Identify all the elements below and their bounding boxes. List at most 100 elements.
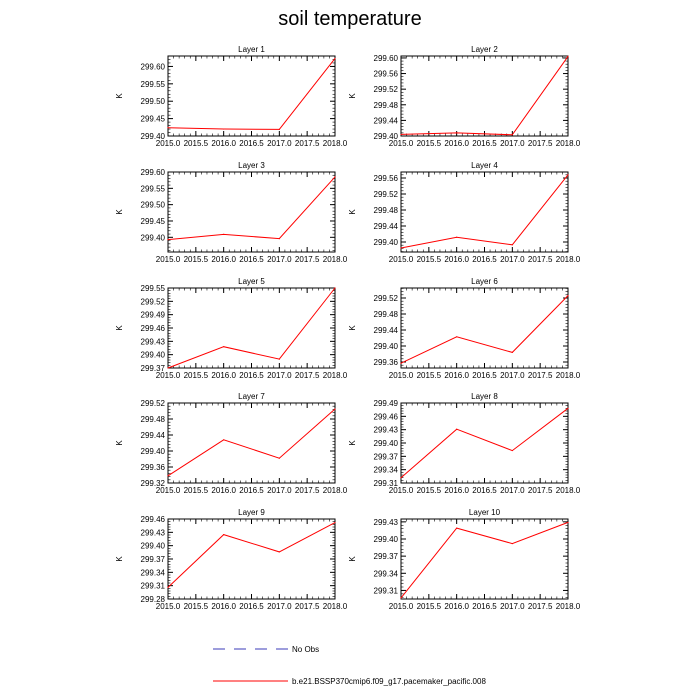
x-tick-label: 2016.5 bbox=[472, 602, 497, 611]
series-line bbox=[400, 56, 569, 136]
legend-model-label: b.e21.BSSP370cmip6.f09_g17.pacemaker_pac… bbox=[292, 677, 486, 686]
y-tick-label: 299.40 bbox=[141, 233, 166, 242]
y-tick-label: 299.37 bbox=[374, 452, 399, 461]
data-point bbox=[278, 128, 280, 130]
x-tick-label: 2016.5 bbox=[239, 486, 264, 495]
x-tick-label: 2015.5 bbox=[184, 255, 209, 264]
y-tick-label: 299.43 bbox=[374, 426, 399, 435]
y-tick-label: 299.56 bbox=[374, 70, 399, 79]
y-tick-label: 299.52 bbox=[374, 190, 399, 199]
x-tick-label: 2016.5 bbox=[472, 486, 497, 495]
x-tick-label: 2016.0 bbox=[444, 255, 469, 264]
y-tick-label: 299.28 bbox=[141, 595, 166, 604]
data-point bbox=[456, 428, 458, 430]
data-point bbox=[567, 407, 569, 409]
y-axis-label: K bbox=[348, 325, 357, 331]
panel-title: Layer 4 bbox=[471, 161, 498, 170]
y-tick-label: 299.31 bbox=[374, 479, 399, 488]
data-point bbox=[223, 439, 225, 441]
x-tick-label: 2015.5 bbox=[184, 371, 209, 380]
y-axis-label: K bbox=[348, 209, 357, 215]
y-tick-label: 299.40 bbox=[141, 447, 166, 456]
x-tick-label: 2015.5 bbox=[184, 486, 209, 495]
x-tick-label: 2018.0 bbox=[556, 602, 581, 611]
y-tick-label: 299.44 bbox=[374, 326, 399, 335]
y-tick-label: 299.46 bbox=[141, 515, 166, 524]
y-tick-label: 299.50 bbox=[141, 201, 166, 210]
y-tick-label: 299.37 bbox=[141, 364, 166, 373]
y-axis-label: K bbox=[348, 440, 357, 446]
data-point bbox=[456, 236, 458, 238]
x-tick-label: 2018.0 bbox=[323, 139, 348, 148]
data-point bbox=[511, 351, 513, 353]
y-tick-label: 299.44 bbox=[141, 431, 166, 440]
y-tick-label: 299.46 bbox=[141, 324, 166, 333]
data-point bbox=[278, 551, 280, 553]
y-tick-label: 299.43 bbox=[141, 337, 166, 346]
y-axis-label: K bbox=[115, 325, 124, 331]
y-tick-label: 299.32 bbox=[141, 479, 166, 488]
series-line bbox=[400, 521, 569, 599]
data-point bbox=[223, 233, 225, 235]
y-tick-label: 299.55 bbox=[141, 284, 166, 293]
y-tick-label: 299.31 bbox=[141, 582, 166, 591]
data-point bbox=[400, 477, 402, 479]
data-point bbox=[400, 362, 402, 364]
legend-no-obs-label: No Obs bbox=[292, 645, 319, 654]
data-point bbox=[223, 533, 225, 536]
x-tick-label: 2015.0 bbox=[389, 486, 414, 495]
x-tick-label: 2018.0 bbox=[556, 486, 581, 495]
y-tick-label: 299.52 bbox=[374, 294, 399, 303]
data-point bbox=[278, 238, 280, 240]
x-tick-label: 2018.0 bbox=[556, 371, 581, 380]
x-tick-label: 2016.5 bbox=[472, 139, 497, 148]
y-tick-label: 299.48 bbox=[374, 310, 399, 319]
y-axis-label: K bbox=[115, 93, 124, 99]
plot-frame bbox=[167, 287, 336, 369]
x-tick-label: 2015.0 bbox=[389, 139, 414, 148]
y-tick-label: 299.34 bbox=[141, 568, 166, 577]
data-point bbox=[400, 247, 402, 249]
series-line bbox=[400, 295, 569, 364]
y-tick-label: 299.50 bbox=[141, 97, 166, 106]
x-tick-label: 2016.5 bbox=[239, 371, 264, 380]
y-tick-label: 299.36 bbox=[374, 358, 399, 367]
y-tick-label: 299.48 bbox=[141, 415, 166, 424]
y-axis-label: K bbox=[348, 556, 357, 562]
data-point bbox=[567, 295, 569, 297]
y-tick-label: 299.40 bbox=[374, 132, 399, 141]
data-point bbox=[456, 132, 458, 134]
data-point bbox=[334, 521, 336, 524]
data-point bbox=[167, 367, 169, 369]
y-tick-label: 299.40 bbox=[141, 351, 166, 360]
x-tick-label: 2017.0 bbox=[500, 486, 525, 495]
x-tick-label: 2016.0 bbox=[211, 139, 236, 148]
y-tick-label: 299.44 bbox=[374, 116, 399, 125]
x-tick-label: 2017.5 bbox=[295, 486, 320, 495]
x-tick-label: 2015.0 bbox=[156, 371, 181, 380]
panel-title: Layer 7 bbox=[238, 392, 265, 401]
y-tick-label: 299.43 bbox=[141, 528, 166, 537]
y-axis-label: K bbox=[115, 440, 124, 446]
x-tick-label: 2017.0 bbox=[500, 602, 525, 611]
data-point bbox=[334, 57, 336, 60]
x-tick-label: 2017.0 bbox=[500, 139, 525, 148]
x-tick-label: 2017.0 bbox=[267, 139, 292, 148]
legend: No Obs b.e21.BSSP370cmip6.f09_g17.pacema… bbox=[213, 645, 486, 686]
x-tick-label: 2016.0 bbox=[444, 139, 469, 148]
data-point bbox=[167, 586, 169, 589]
series-line bbox=[400, 407, 569, 479]
series-line bbox=[167, 408, 336, 477]
data-point bbox=[511, 449, 513, 452]
x-tick-label: 2018.0 bbox=[323, 486, 348, 495]
series-line bbox=[167, 522, 336, 588]
y-tick-label: 299.34 bbox=[374, 466, 399, 475]
x-tick-label: 2016.0 bbox=[211, 486, 236, 495]
x-tick-label: 2015.5 bbox=[417, 255, 442, 264]
series-line bbox=[167, 176, 336, 241]
x-tick-label: 2015.5 bbox=[417, 486, 442, 495]
panel-title: Layer 5 bbox=[238, 277, 265, 286]
